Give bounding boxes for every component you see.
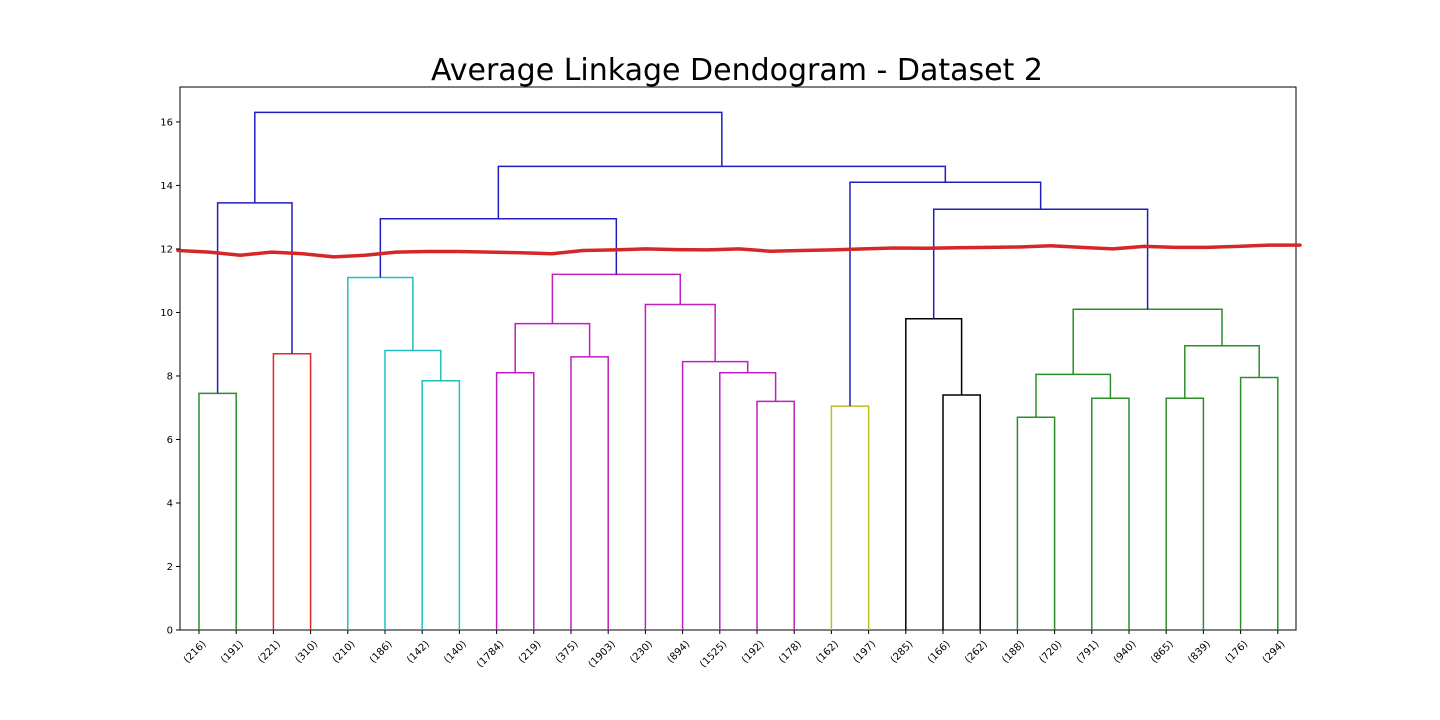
link-m28 bbox=[497, 165, 947, 219]
leaf-label: (375) bbox=[554, 639, 581, 666]
link-m25 bbox=[1072, 308, 1223, 375]
plot-frame bbox=[179, 86, 1297, 631]
leaf-label: (162) bbox=[814, 639, 841, 666]
link-m18 bbox=[905, 318, 963, 630]
y-tick-label: 2 bbox=[167, 562, 173, 573]
leaf-label: (210) bbox=[331, 639, 358, 666]
leaf-label: (894) bbox=[665, 639, 692, 666]
leaf-label: (285) bbox=[889, 639, 916, 666]
leaf-label: (720) bbox=[1037, 639, 1064, 666]
leaf-label: (219) bbox=[517, 639, 544, 666]
link-m14 bbox=[551, 273, 682, 324]
link-m20 bbox=[1091, 397, 1130, 630]
link-m24 bbox=[1184, 345, 1260, 399]
leaf-label: (1784) bbox=[475, 639, 506, 670]
link-m12 bbox=[681, 360, 749, 630]
link-m6 bbox=[347, 276, 414, 630]
y-tick-label: 10 bbox=[160, 308, 173, 319]
leaf-label: (1903) bbox=[587, 639, 618, 670]
link-m21 bbox=[1035, 373, 1112, 418]
link-m5 bbox=[384, 349, 442, 630]
leaf-label: (216) bbox=[182, 639, 209, 666]
link-m10 bbox=[756, 400, 795, 630]
threshold-cut-line bbox=[176, 243, 1302, 259]
leaf-label: (310) bbox=[293, 639, 320, 666]
leaf-label: (191) bbox=[219, 639, 246, 666]
leaf-label: (192) bbox=[740, 639, 767, 666]
link-m11 bbox=[719, 372, 777, 630]
link-m15 bbox=[379, 218, 618, 278]
link-m27 bbox=[849, 181, 1042, 407]
link-m23 bbox=[1239, 376, 1279, 630]
link-m29 bbox=[254, 111, 723, 203]
y-tick-label: 6 bbox=[167, 435, 173, 446]
leaf-label: (178) bbox=[777, 639, 804, 666]
link-m1 bbox=[198, 392, 237, 630]
leaf-label: (197) bbox=[851, 639, 878, 666]
leaf-label: (221) bbox=[256, 639, 283, 666]
y-tick-label: 12 bbox=[160, 244, 173, 255]
dendrogram-links bbox=[198, 111, 1279, 630]
leaf-label: (1525) bbox=[698, 639, 729, 670]
leaf-label: (839) bbox=[1186, 639, 1213, 666]
y-tick-label: 16 bbox=[160, 117, 173, 128]
link-m8 bbox=[570, 356, 609, 630]
y-tick-label: 14 bbox=[160, 181, 173, 192]
leaf-label: (294) bbox=[1261, 639, 1288, 666]
cut-line-path bbox=[176, 243, 1302, 259]
x-axis: (216) (191) (221) (310) (210) (186) (142) (140)… bbox=[182, 630, 1288, 670]
leaf-label: (140) bbox=[442, 639, 469, 666]
link-m26 bbox=[932, 208, 1149, 319]
leaf-label: (791) bbox=[1075, 639, 1102, 666]
leaf-label: (230) bbox=[628, 639, 655, 666]
y-tick-label: 4 bbox=[167, 498, 173, 509]
leaf-label: (940) bbox=[1112, 639, 1139, 666]
y-axis: 0 2 4 6 8 10 12 14 16 bbox=[160, 117, 180, 637]
link-m19 bbox=[1016, 416, 1056, 630]
link-m4 bbox=[421, 379, 461, 630]
link-m9 bbox=[514, 322, 591, 373]
link-m22 bbox=[1165, 397, 1205, 630]
link-m17 bbox=[942, 394, 981, 630]
link-m13 bbox=[644, 303, 716, 630]
leaf-label: (176) bbox=[1223, 639, 1250, 666]
leaf-label: (865) bbox=[1149, 639, 1176, 666]
link-m7 bbox=[495, 372, 535, 630]
y-tick-label: 8 bbox=[167, 371, 173, 382]
leaf-label: (186) bbox=[368, 639, 395, 666]
link-m2 bbox=[272, 352, 312, 630]
leaf-label: (262) bbox=[963, 639, 990, 666]
y-tick-label: 0 bbox=[167, 626, 173, 637]
link-m16 bbox=[830, 405, 870, 630]
leaf-label: (166) bbox=[926, 639, 953, 666]
leaf-label: (188) bbox=[1000, 639, 1027, 666]
link-m3 bbox=[216, 202, 293, 394]
leaf-label: (142) bbox=[405, 639, 432, 666]
chart-title: Average Linkage Dendogram - Dataset 2 bbox=[431, 53, 1043, 88]
